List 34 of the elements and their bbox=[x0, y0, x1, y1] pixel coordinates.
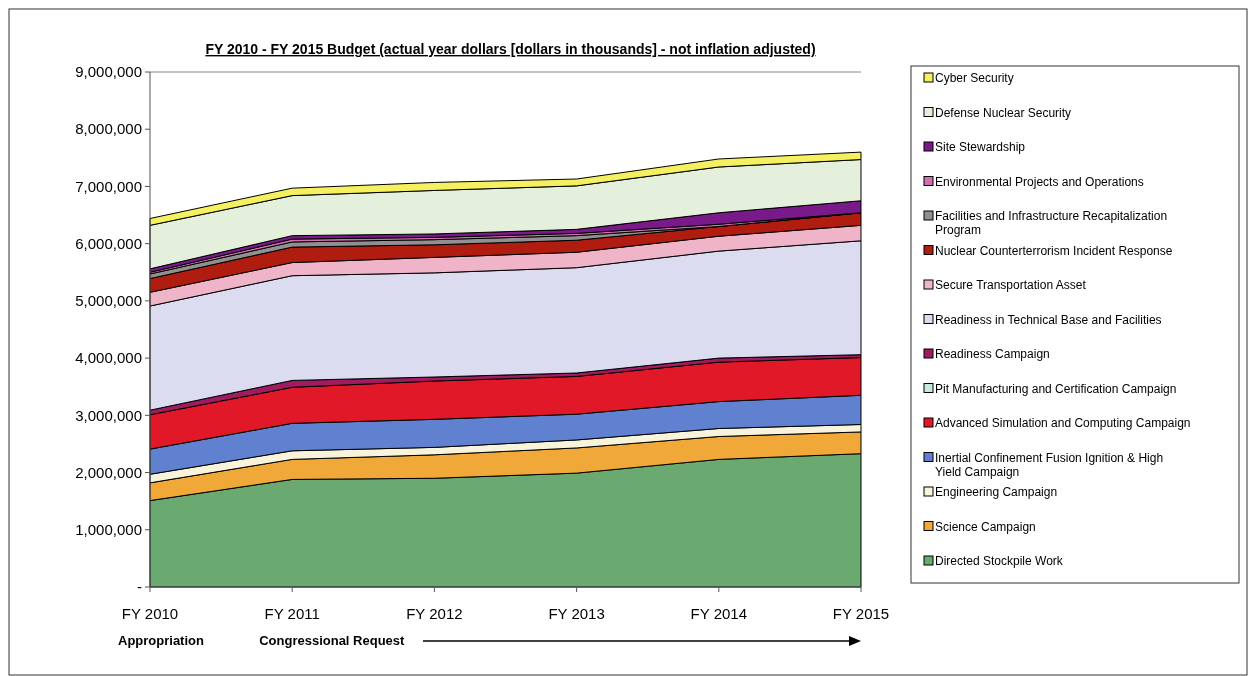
legend-label: Environmental Projects and Operations bbox=[935, 174, 1144, 189]
legend-label: Inertial Confinement Fusion Ignition & High Yield Campaign bbox=[935, 450, 1164, 479]
chart-title: FY 2010 - FY 2015 Budget (actual year dollars [dollars in thousands] - not inflation adjusted) bbox=[205, 41, 816, 57]
legend-label: Site Stewardship bbox=[935, 140, 1026, 154]
legend-label: Directed Stockpile Work bbox=[935, 554, 1064, 568]
x-tick-label: FY 2014 bbox=[690, 605, 748, 622]
x-tick-label: FY 2010 bbox=[121, 605, 179, 622]
y-tick-label: 3,000,000 bbox=[75, 406, 142, 424]
legend-label: Pit Manufacturing and Certification Campaign bbox=[935, 381, 1177, 396]
legend-label: Engineering Campaign bbox=[935, 485, 1058, 499]
x-tick-label: FY 2012 bbox=[406, 605, 463, 622]
x-tick-label: FY 2011 bbox=[264, 605, 320, 622]
y-tick-label: 2,000,000 bbox=[75, 463, 142, 481]
x-tick-label: FY 2013 bbox=[548, 605, 605, 622]
legend-label: Nuclear Counterterrorism Incident Response bbox=[935, 243, 1173, 258]
y-tick-label: 6,000,000 bbox=[75, 234, 142, 252]
y-tick-label: 4,000,000 bbox=[75, 349, 142, 367]
x-tick-label: FY 2015 bbox=[832, 605, 890, 622]
y-tick-label: 9,000,000 bbox=[75, 63, 142, 81]
legend-label: Readiness in Technical Base and Facilities bbox=[935, 312, 1162, 327]
legend-label: Readiness Campaign bbox=[935, 347, 1050, 361]
legend-label: Advanced Simulation and Computing Campaign bbox=[935, 416, 1191, 430]
legend-label: Facilities and Infrastructure Recapitalization Program bbox=[935, 209, 1168, 237]
y-tick-label: 8,000,000 bbox=[75, 120, 142, 138]
legend-label: Defense Nuclear Security bbox=[935, 105, 1072, 120]
text: Congressional Request bbox=[259, 633, 406, 648]
y-tick-label: - bbox=[137, 578, 142, 596]
legend-label: Science Campaign bbox=[935, 519, 1036, 534]
y-tick-label: 1,000,000 bbox=[75, 521, 142, 539]
legend-label: Cyber Security bbox=[935, 71, 1014, 85]
y-tick-label: 7,000,000 bbox=[75, 177, 142, 195]
y-tick-label: 5,000,000 bbox=[75, 292, 142, 310]
text: Appropriation bbox=[118, 633, 204, 648]
legend-label: Secure Transportation Asset bbox=[935, 278, 1087, 292]
